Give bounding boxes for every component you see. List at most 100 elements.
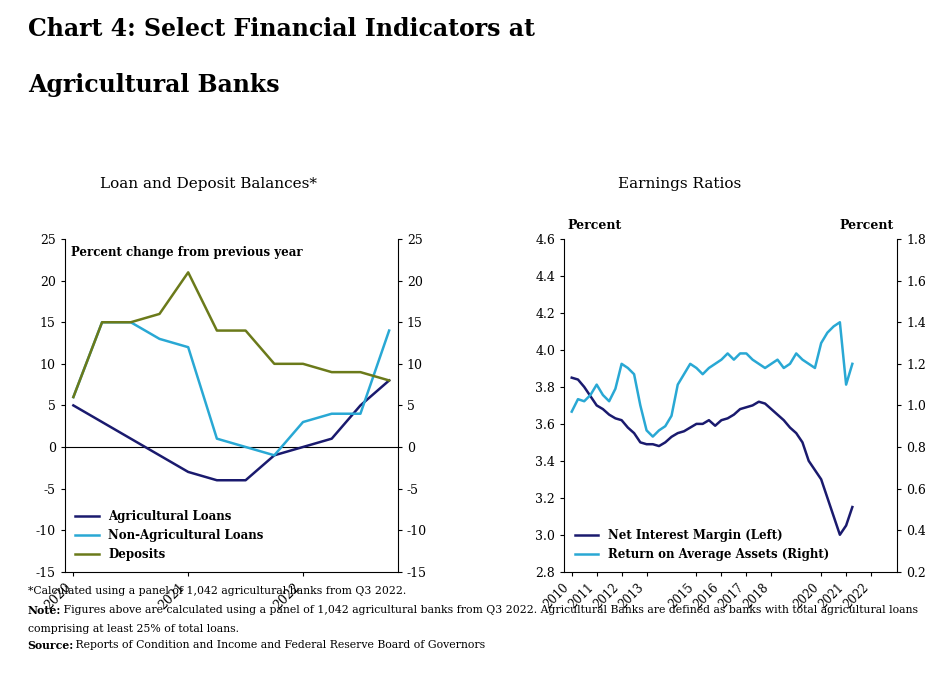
Agricultural Loans	[355, 401, 366, 410]
Text: Agricultural Banks: Agricultural Banks	[28, 73, 279, 97]
Return on Average Assets (Right)	[821, 328, 832, 337]
Return on Average Assets (Right)	[660, 422, 671, 430]
Text: Percent: Percent	[840, 220, 894, 232]
Net Interest Margin (Left)	[691, 420, 702, 428]
Return on Average Assets (Right)	[784, 360, 796, 368]
Text: Source:: Source:	[28, 640, 74, 651]
Non-Agricultural Loans	[298, 418, 309, 426]
Agricultural Loans	[298, 443, 309, 451]
Deposits	[154, 310, 165, 318]
Net Interest Margin (Left)	[579, 383, 590, 391]
Deposits	[211, 326, 222, 335]
Deposits	[182, 268, 193, 277]
Net Interest Margin (Left)	[703, 416, 714, 424]
Net Interest Margin (Left)	[772, 410, 783, 419]
Return on Average Assets (Right)	[585, 391, 596, 399]
Return on Average Assets (Right)	[610, 385, 621, 393]
Return on Average Assets (Right)	[753, 360, 764, 368]
Non-Agricultural Loans	[68, 393, 79, 401]
Agricultural Loans	[154, 451, 165, 459]
Agricultural Loans	[240, 476, 252, 484]
Net Interest Margin (Left)	[635, 438, 646, 446]
Text: Reports of Condition and Income and Federal Reserve Board of Governors: Reports of Condition and Income and Fede…	[72, 640, 486, 649]
Net Interest Margin (Left)	[573, 376, 584, 384]
Return on Average Assets (Right)	[684, 360, 696, 368]
Non-Agricultural Loans	[182, 343, 193, 351]
Net Interest Margin (Left)	[753, 398, 764, 406]
Return on Average Assets (Right)	[653, 426, 664, 435]
Return on Average Assets (Right)	[803, 360, 814, 368]
Agricultural Loans	[384, 376, 395, 385]
Net Interest Margin (Left)	[784, 423, 796, 432]
Line: Return on Average Assets (Right): Return on Average Assets (Right)	[572, 322, 852, 437]
Non-Agricultural Loans	[355, 410, 366, 418]
Return on Average Assets (Right)	[759, 364, 771, 372]
Net Interest Margin (Left)	[684, 423, 696, 432]
Net Interest Margin (Left)	[766, 405, 777, 413]
Non-Agricultural Loans	[96, 318, 107, 326]
Legend: Agricultural Loans, Non-Agricultural Loans, Deposits: Agricultural Loans, Non-Agricultural Loa…	[70, 506, 268, 565]
Agricultural Loans	[211, 476, 222, 484]
Return on Average Assets (Right)	[648, 432, 659, 441]
Net Interest Margin (Left)	[610, 414, 621, 423]
Text: Figures above are calculated using a panel of 1,042 agricultural banks from Q3 2: Figures above are calculated using a pan…	[60, 605, 919, 615]
Return on Average Assets (Right)	[809, 364, 820, 372]
Non-Agricultural Loans	[211, 435, 222, 443]
Net Interest Margin (Left)	[722, 414, 734, 423]
Text: *Calculated using a panel of 1,042 agricultural banks from Q3 2022.: *Calculated using a panel of 1,042 agric…	[28, 586, 406, 595]
Return on Average Assets (Right)	[591, 380, 602, 389]
Deposits	[240, 326, 252, 335]
Net Interest Margin (Left)	[759, 399, 771, 407]
Line: Deposits: Deposits	[73, 272, 389, 397]
Return on Average Assets (Right)	[573, 395, 584, 403]
Return on Average Assets (Right)	[797, 356, 808, 364]
Net Interest Margin (Left)	[604, 410, 615, 419]
Net Interest Margin (Left)	[598, 405, 609, 413]
Return on Average Assets (Right)	[566, 407, 577, 416]
Return on Average Assets (Right)	[772, 356, 783, 364]
Text: Note:: Note:	[28, 605, 61, 616]
Return on Average Assets (Right)	[709, 360, 721, 368]
Net Interest Margin (Left)	[697, 420, 709, 428]
Return on Average Assets (Right)	[629, 370, 640, 378]
Deposits	[355, 368, 366, 376]
Agricultural Loans	[269, 451, 280, 459]
Net Interest Margin (Left)	[803, 457, 814, 465]
Return on Average Assets (Right)	[666, 412, 677, 420]
Return on Average Assets (Right)	[728, 356, 739, 364]
Return on Average Assets (Right)	[691, 364, 702, 372]
Net Interest Margin (Left)	[709, 421, 721, 430]
Line: Agricultural Loans: Agricultural Loans	[73, 380, 389, 480]
Net Interest Margin (Left)	[797, 438, 808, 446]
Return on Average Assets (Right)	[846, 360, 857, 368]
Text: Chart 4: Select Financial Indicators at: Chart 4: Select Financial Indicators at	[28, 17, 535, 42]
Return on Average Assets (Right)	[598, 391, 609, 399]
Return on Average Assets (Right)	[741, 349, 752, 358]
Net Interest Margin (Left)	[747, 401, 758, 410]
Non-Agricultural Loans	[154, 335, 165, 343]
Agricultural Loans	[125, 435, 136, 443]
Net Interest Margin (Left)	[716, 416, 727, 424]
Net Interest Margin (Left)	[728, 410, 739, 419]
Return on Average Assets (Right)	[816, 339, 827, 347]
Net Interest Margin (Left)	[821, 493, 832, 502]
Deposits	[298, 360, 309, 368]
Return on Average Assets (Right)	[791, 349, 802, 358]
Agricultural Loans	[68, 401, 79, 410]
Text: Percent: Percent	[568, 220, 622, 232]
Return on Average Assets (Right)	[834, 318, 845, 326]
Net Interest Margin (Left)	[734, 405, 746, 413]
Deposits	[68, 393, 79, 401]
Text: Percent change from previous year: Percent change from previous year	[71, 246, 303, 258]
Net Interest Margin (Left)	[846, 503, 857, 511]
Net Interest Margin (Left)	[641, 440, 652, 448]
Net Interest Margin (Left)	[834, 531, 845, 539]
Text: Earnings Ratios: Earnings Ratios	[618, 177, 742, 191]
Net Interest Margin (Left)	[741, 403, 752, 412]
Text: comprising at least 25% of total loans.: comprising at least 25% of total loans.	[28, 624, 239, 633]
Net Interest Margin (Left)	[841, 521, 852, 529]
Return on Average Assets (Right)	[828, 322, 839, 331]
Return on Average Assets (Right)	[766, 360, 777, 368]
Return on Average Assets (Right)	[747, 356, 758, 364]
Return on Average Assets (Right)	[616, 360, 627, 368]
